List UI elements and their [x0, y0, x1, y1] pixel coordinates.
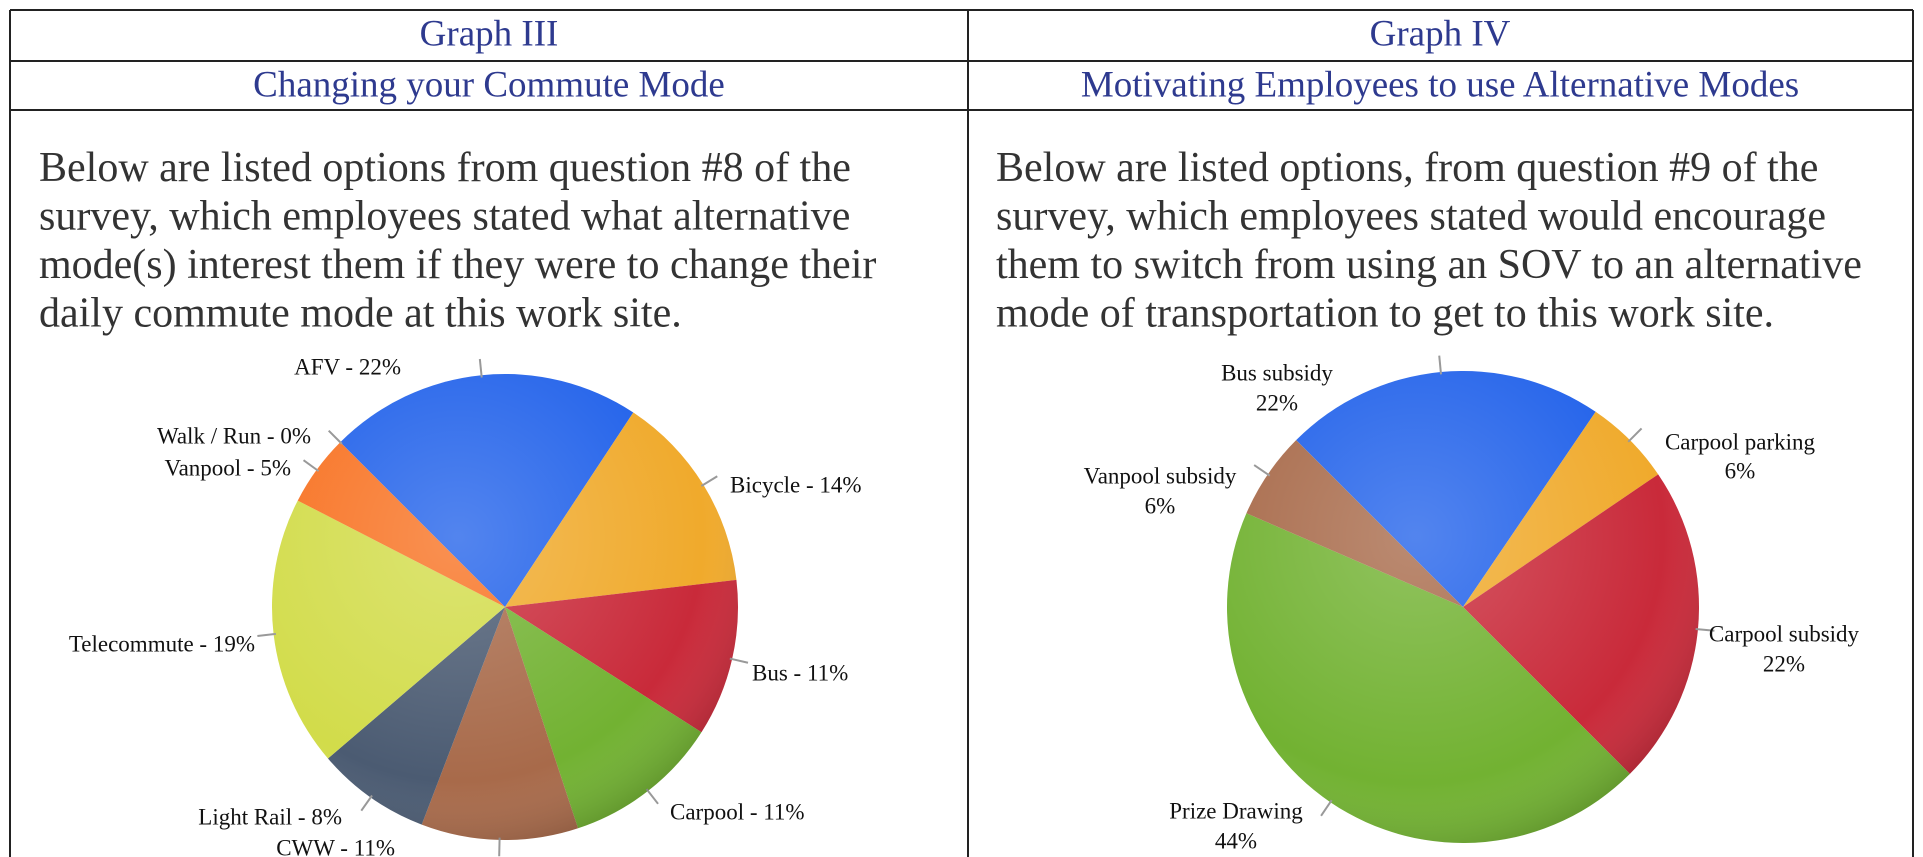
leader-line [645, 788, 659, 805]
slice-label: Carpool subsidy [1709, 621, 1860, 646]
leader-line [1627, 427, 1643, 443]
slice-label: Carpool - 11% [670, 799, 805, 824]
leader-line [1253, 464, 1271, 477]
leader-line [478, 358, 483, 378]
leader-line [257, 632, 277, 638]
leader-line [1438, 355, 1443, 375]
slice-label: Vanpool - 5% [165, 455, 291, 480]
leader-line [302, 459, 320, 472]
slice-label: Light Rail - 8% [198, 804, 342, 829]
slice-value-label: 22% [1763, 651, 1805, 676]
paragraph-line: survey, which employees stated what alte… [39, 194, 850, 240]
leader-line [1320, 799, 1333, 817]
slice-label: Bus - 11% [752, 660, 848, 685]
paragraph-line: them to switch from using an SOV to an a… [996, 242, 1862, 288]
slice-value-label: 6% [1145, 493, 1176, 518]
slice-label: CWW - 11% [276, 835, 395, 857]
paragraph-line: mode of transportation to get to this wo… [996, 291, 1774, 337]
slice-label: Bus subsidy [1221, 360, 1333, 385]
leader-line [700, 475, 718, 487]
graph-title: Graph IV [1370, 13, 1511, 54]
paragraph-line: mode(s) interest them if they were to ch… [39, 242, 876, 288]
slice-label: Vanpool subsidy [1084, 463, 1237, 488]
paragraph-line: survey, which employees stated would enc… [996, 194, 1826, 240]
slice-label: Carpool parking [1665, 429, 1816, 454]
slice-label: Telecommute - 19% [69, 631, 255, 656]
slice-label: Prize Drawing [1169, 798, 1303, 823]
table-frame [9, 9, 1914, 857]
pie-chart: Bus subsidy 22% Carpool parking 6% Carpool s… [1084, 355, 1860, 853]
pie-chart: AFV - 22% Bicycle - 14% Bus - 11% Carpool -… [69, 354, 862, 857]
slice-value-label: 6% [1725, 458, 1756, 483]
graph-title: Graph III [420, 13, 559, 54]
leader-line [360, 794, 373, 812]
slice-value-label: 22% [1256, 390, 1298, 415]
leader-line [729, 657, 749, 664]
slice-value-label: 44% [1215, 828, 1257, 853]
paragraph-line: Below are listed options from question #… [39, 145, 851, 191]
slice-label: Walk / Run - 0% [157, 423, 311, 448]
paragraph-line: Below are listed options, from question … [996, 145, 1818, 191]
paragraph-line: daily commute mode at this work site. [39, 291, 682, 337]
leader-line [328, 430, 343, 445]
slice-label: Bicycle - 14% [730, 472, 862, 497]
graph-subtitle: Motivating Employees to use Alternative … [1081, 64, 1799, 105]
slice-label: AFV - 22% [294, 354, 401, 379]
graph-subtitle: Changing your Commute Mode [253, 64, 725, 105]
